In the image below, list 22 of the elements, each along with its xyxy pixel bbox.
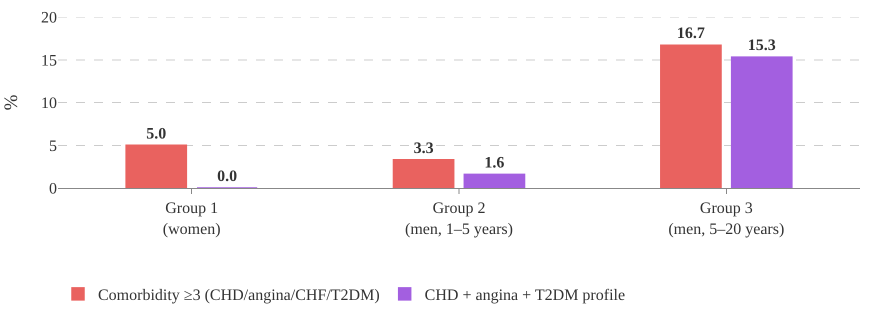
bar bbox=[730, 56, 793, 188]
x-tick-label: Group 3 (men, 5–20 years) bbox=[668, 200, 784, 238]
bar bbox=[464, 174, 526, 188]
data-label: 1.6 bbox=[484, 154, 504, 172]
bar bbox=[392, 159, 454, 188]
y-tick-label: 15 bbox=[41, 52, 57, 70]
data-label: 3.3 bbox=[414, 140, 434, 157]
bar bbox=[125, 144, 188, 188]
data-label: 0.0 bbox=[217, 168, 238, 185]
y-tick-label: 20 bbox=[41, 10, 57, 27]
y-tick-label: 5 bbox=[49, 138, 57, 155]
x-tick-label: Group 2 (men, 1–5 years) bbox=[405, 200, 513, 238]
bar bbox=[660, 44, 722, 188]
legend-label: CHD + angina + T2DM profile bbox=[424, 287, 626, 304]
data-label: 16.7 bbox=[676, 25, 705, 42]
x-tick-label: Group 1 (women) bbox=[162, 200, 221, 238]
data-label: 15.3 bbox=[748, 37, 776, 54]
legend-label: Comorbidity ≥3 (CHD/angina/CHF/T2DM) bbox=[98, 287, 380, 304]
y-axis-title: % bbox=[0, 94, 22, 110]
y-tick-label: 10 bbox=[41, 95, 57, 112]
y-tick-label: 0 bbox=[49, 180, 57, 198]
data-label: 5.0 bbox=[146, 125, 166, 142]
